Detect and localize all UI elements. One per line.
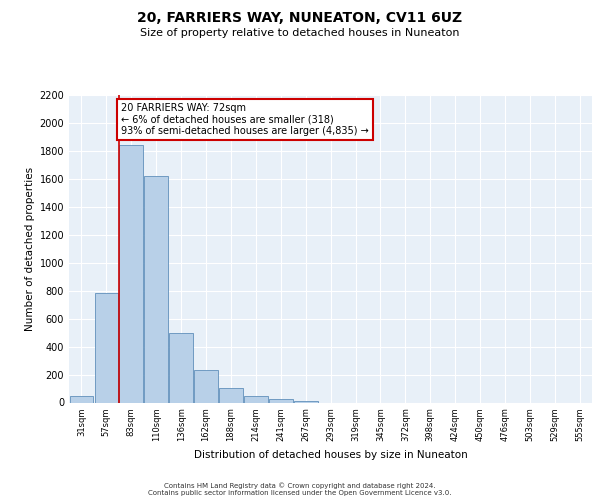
Bar — [244, 396, 268, 402]
Text: Size of property relative to detached houses in Nuneaton: Size of property relative to detached ho… — [140, 28, 460, 38]
Bar — [145, 176, 168, 402]
Text: Contains HM Land Registry data © Crown copyright and database right 2024.
Contai: Contains HM Land Registry data © Crown c… — [148, 482, 452, 496]
Bar — [70, 396, 93, 402]
Bar — [269, 398, 293, 402]
Y-axis label: Number of detached properties: Number of detached properties — [25, 166, 35, 331]
Bar — [194, 370, 218, 402]
Text: 20 FARRIERS WAY: 72sqm
← 6% of detached houses are smaller (318)
93% of semi-det: 20 FARRIERS WAY: 72sqm ← 6% of detached … — [121, 102, 369, 136]
Text: 20, FARRIERS WAY, NUNEATON, CV11 6UZ: 20, FARRIERS WAY, NUNEATON, CV11 6UZ — [137, 11, 463, 25]
Bar — [219, 388, 243, 402]
X-axis label: Distribution of detached houses by size in Nuneaton: Distribution of detached houses by size … — [194, 450, 467, 460]
Bar — [294, 401, 317, 402]
Bar — [169, 332, 193, 402]
Bar — [119, 146, 143, 402]
Bar — [95, 294, 118, 403]
